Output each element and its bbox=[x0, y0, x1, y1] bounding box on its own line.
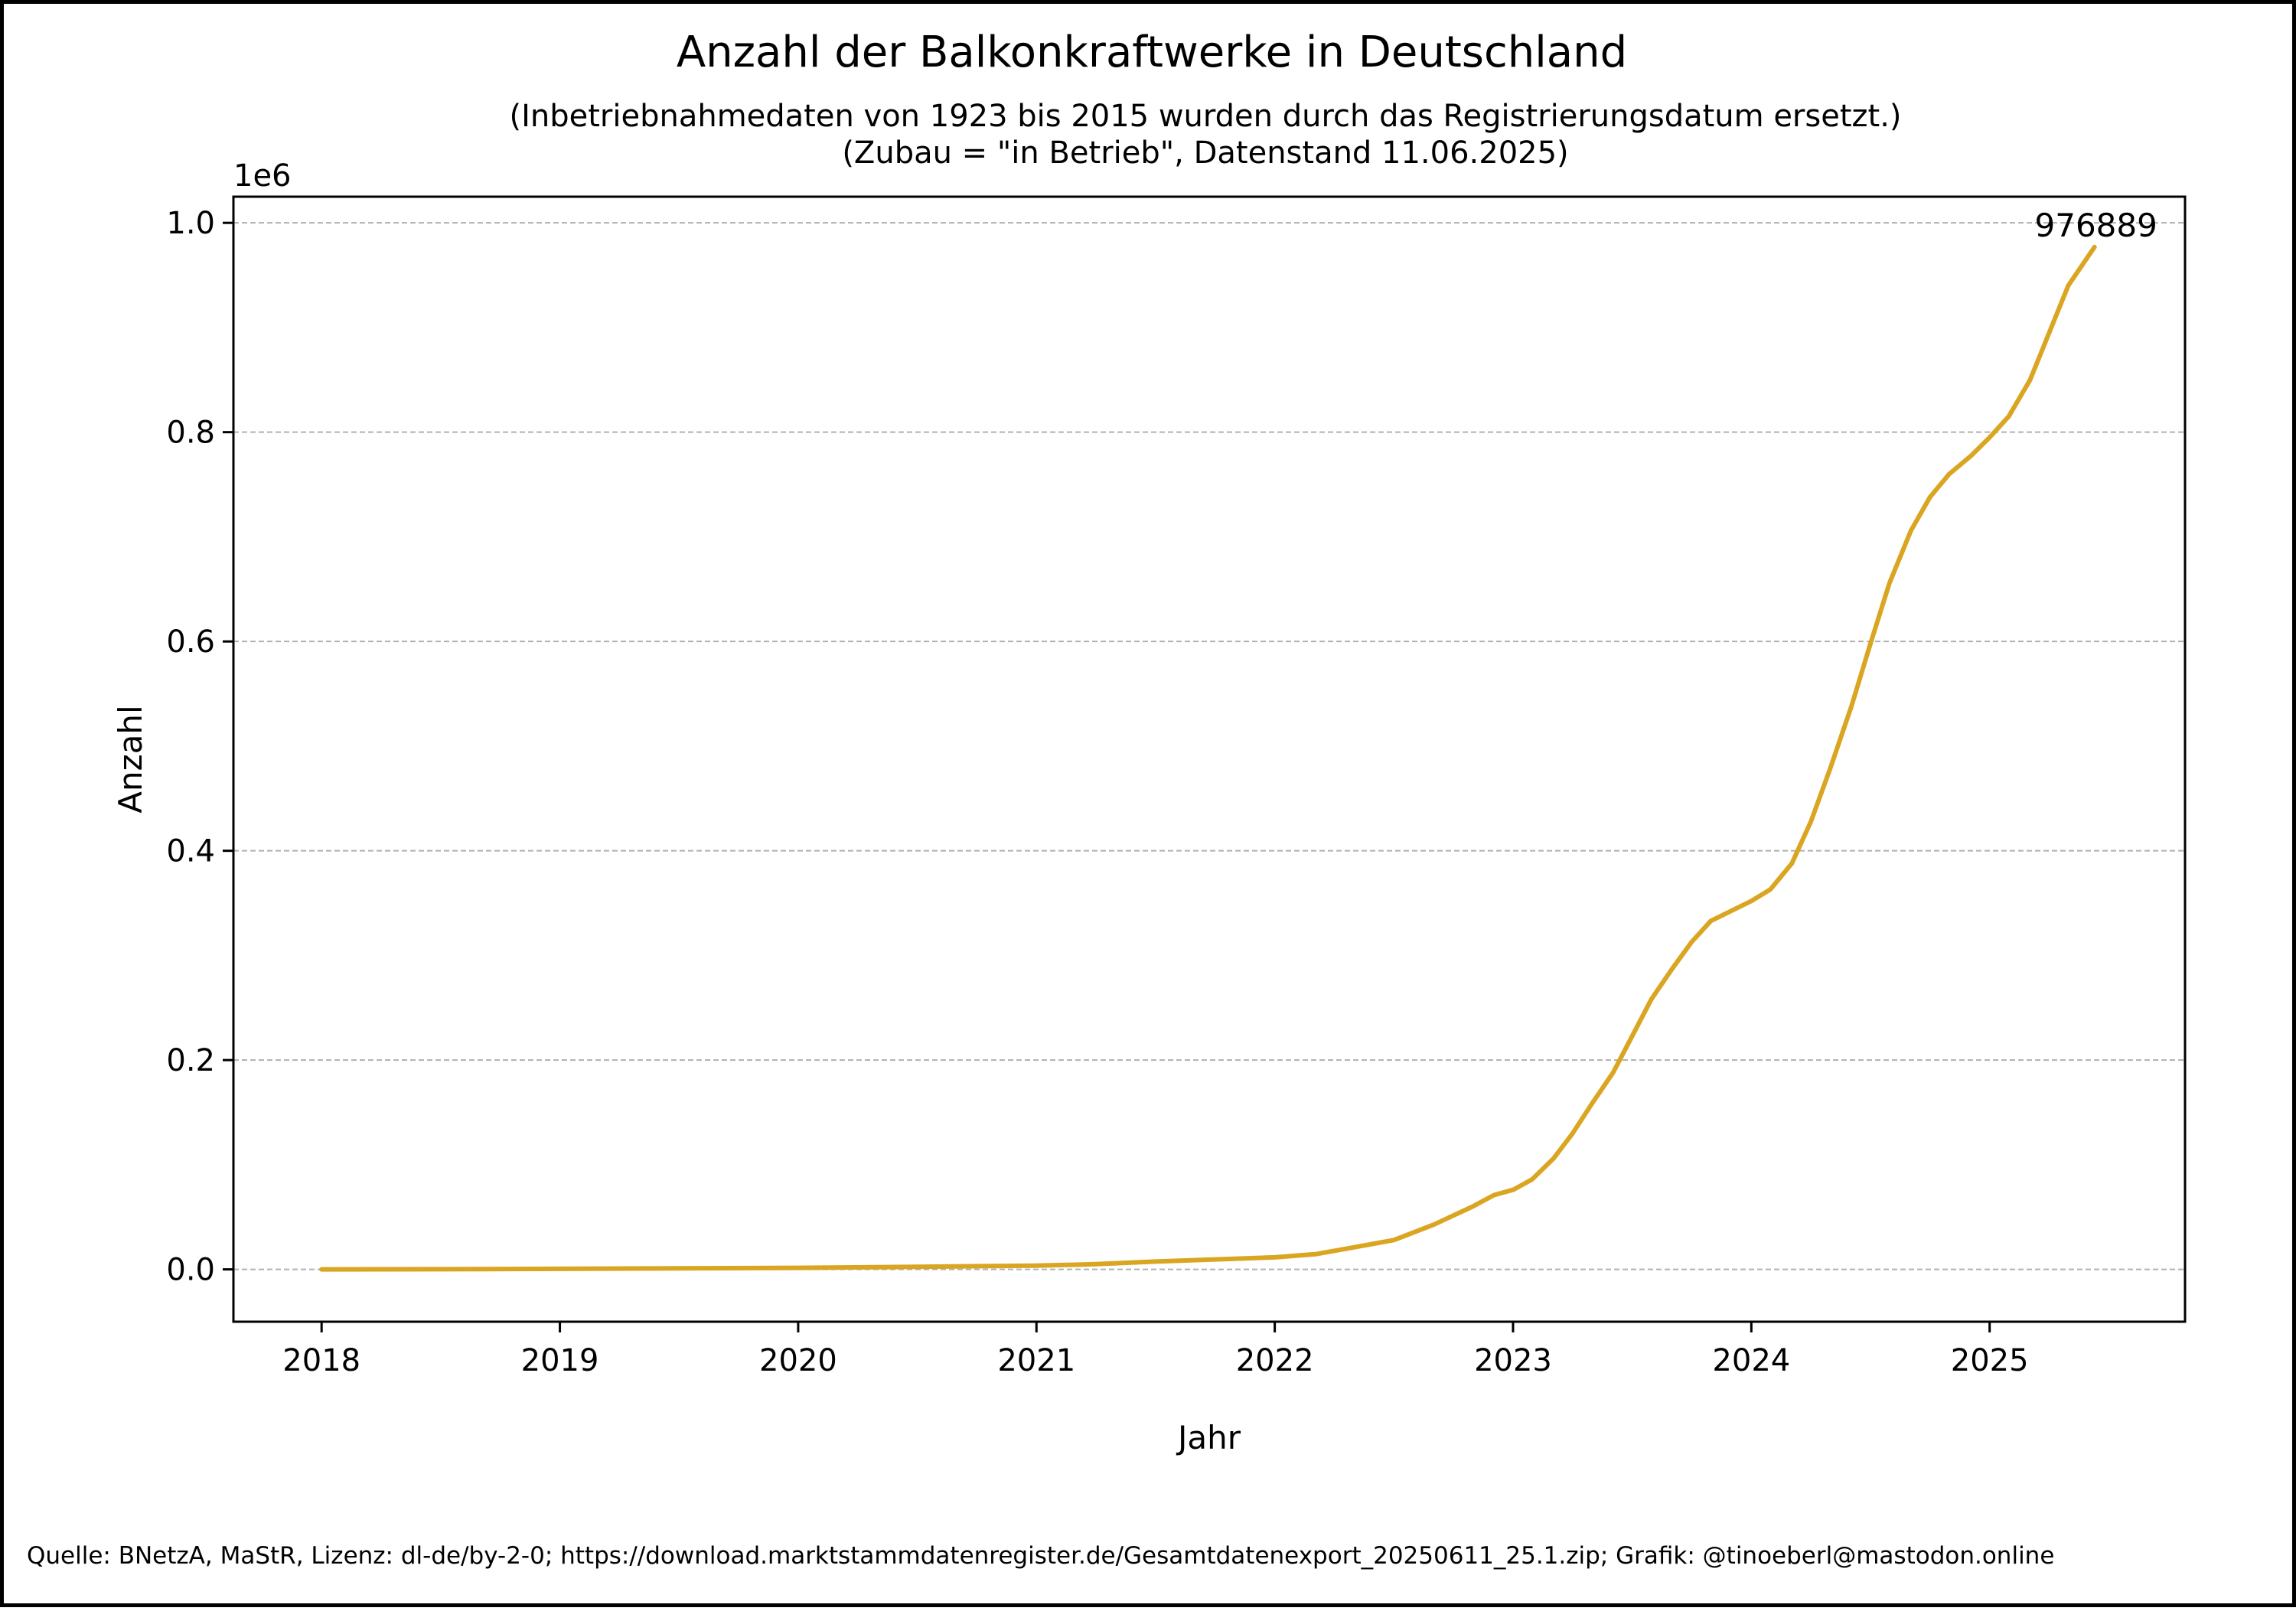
y-tick-label: 0.4 bbox=[166, 834, 215, 869]
chart-title: Anzahl der Balkonkraftwerke in Deutschla… bbox=[677, 28, 1627, 77]
x-tick-label: 2019 bbox=[521, 1343, 599, 1378]
gridlines bbox=[233, 222, 2185, 1270]
plot-area-frame bbox=[232, 195, 2187, 1323]
y-tick-label: 0.0 bbox=[166, 1253, 215, 1288]
chart-subtitle-line-2: (Zubau = "in Betrieb", Datenstand 11.06.… bbox=[842, 135, 1568, 171]
line-chart: Anzahl der Balkonkraftwerke in Deutschla… bbox=[27, 28, 2187, 1570]
y-axis-offset-label: 1e6 bbox=[233, 158, 292, 194]
last-value-annotation: 976889 bbox=[2035, 207, 2157, 244]
series-line bbox=[319, 244, 2097, 1272]
x-tick-label: 2025 bbox=[1951, 1343, 2029, 1378]
x-tick-label: 2022 bbox=[1236, 1343, 1314, 1378]
x-tick-label: 2024 bbox=[1712, 1343, 1790, 1378]
x-axis-ticks: 2018 2019 2020 2021 2022 2023 2024 2025 bbox=[282, 1322, 2029, 1378]
x-tick-label: 2023 bbox=[1474, 1343, 1552, 1378]
y-axis-label: Anzahl bbox=[112, 705, 149, 813]
chart-subtitle-line-1: (Inbetriebnahmedaten von 1923 bis 2015 w… bbox=[509, 99, 1901, 134]
y-tick-label: 0.2 bbox=[166, 1043, 215, 1078]
y-tick-label: 1.0 bbox=[166, 206, 215, 241]
x-axis-label: Jahr bbox=[1176, 1419, 1241, 1456]
x-tick-label: 2020 bbox=[759, 1343, 837, 1378]
x-tick-label: 2021 bbox=[997, 1343, 1075, 1378]
source-footer: Quelle: BNetzA, MaStR, Lizenz: dl-de/by-… bbox=[27, 1542, 2054, 1570]
x-tick-label: 2018 bbox=[282, 1343, 360, 1378]
y-tick-label: 0.6 bbox=[166, 625, 215, 660]
y-tick-label: 0.8 bbox=[166, 416, 215, 451]
y-axis-ticks: 0.0 0.2 0.4 0.6 0.8 1.0 bbox=[166, 206, 233, 1288]
